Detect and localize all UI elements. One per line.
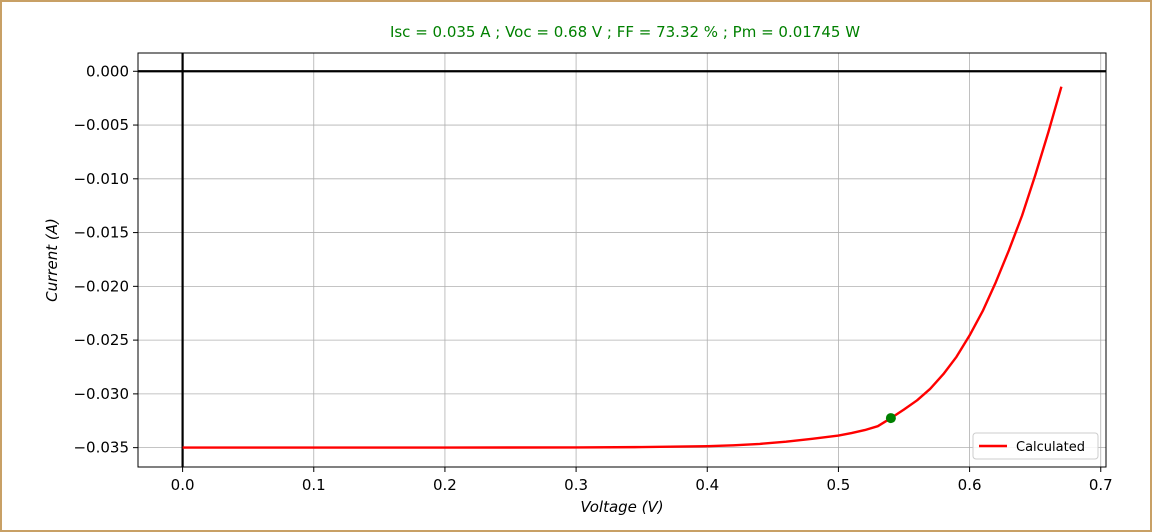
y-tick-label: −0.005 (73, 116, 129, 134)
y-tick-label: 0.000 (86, 62, 129, 80)
plot-border (137, 52, 1107, 468)
x-tick-label: 0.7 (1089, 476, 1113, 494)
zero-lines (138, 53, 1106, 467)
max-power-point (885, 413, 896, 424)
y-tick-label: −0.010 (73, 170, 129, 188)
legend: Calculated (972, 432, 1099, 460)
y-tick-label: −0.035 (73, 439, 129, 457)
x-axis-label: Voltage (V) (580, 498, 663, 516)
series-layer (182, 86, 1063, 449)
x-tick-label: 0.6 (958, 476, 982, 494)
y-tick-label: −0.025 (73, 331, 129, 349)
x-axis-ticks: 0.0 0.1 0.2 0.3 0.4 0.5 0.6 0.7 (171, 467, 1113, 494)
x-tick-label: 0.4 (695, 476, 719, 494)
y-axis-label: Current (A) (43, 218, 61, 302)
x-tick-label: 0.1 (302, 476, 326, 494)
y-axis-ticks: 0.000 −0.005 −0.010 −0.015 −0.020 −0.025 −0.03… (73, 62, 138, 457)
series-line-calculated (182, 86, 1063, 449)
legend-label-calculated: Calculated (1016, 440, 1085, 455)
y-tick-label: −0.030 (73, 385, 129, 403)
x-tick-label: 0.0 (171, 476, 195, 494)
x-tick-label: 0.2 (433, 476, 457, 494)
y-tick-label: −0.020 (73, 277, 129, 295)
legend-box (972, 432, 1099, 460)
chart-title: Isc = 0.035 A ; Voc = 0.68 V ; FF = 73.3… (390, 23, 860, 41)
x-tick-label: 0.3 (564, 476, 588, 494)
y-tick-label: −0.015 (73, 224, 129, 242)
plot-area (138, 53, 1106, 467)
x-tick-label: 0.5 (826, 476, 850, 494)
